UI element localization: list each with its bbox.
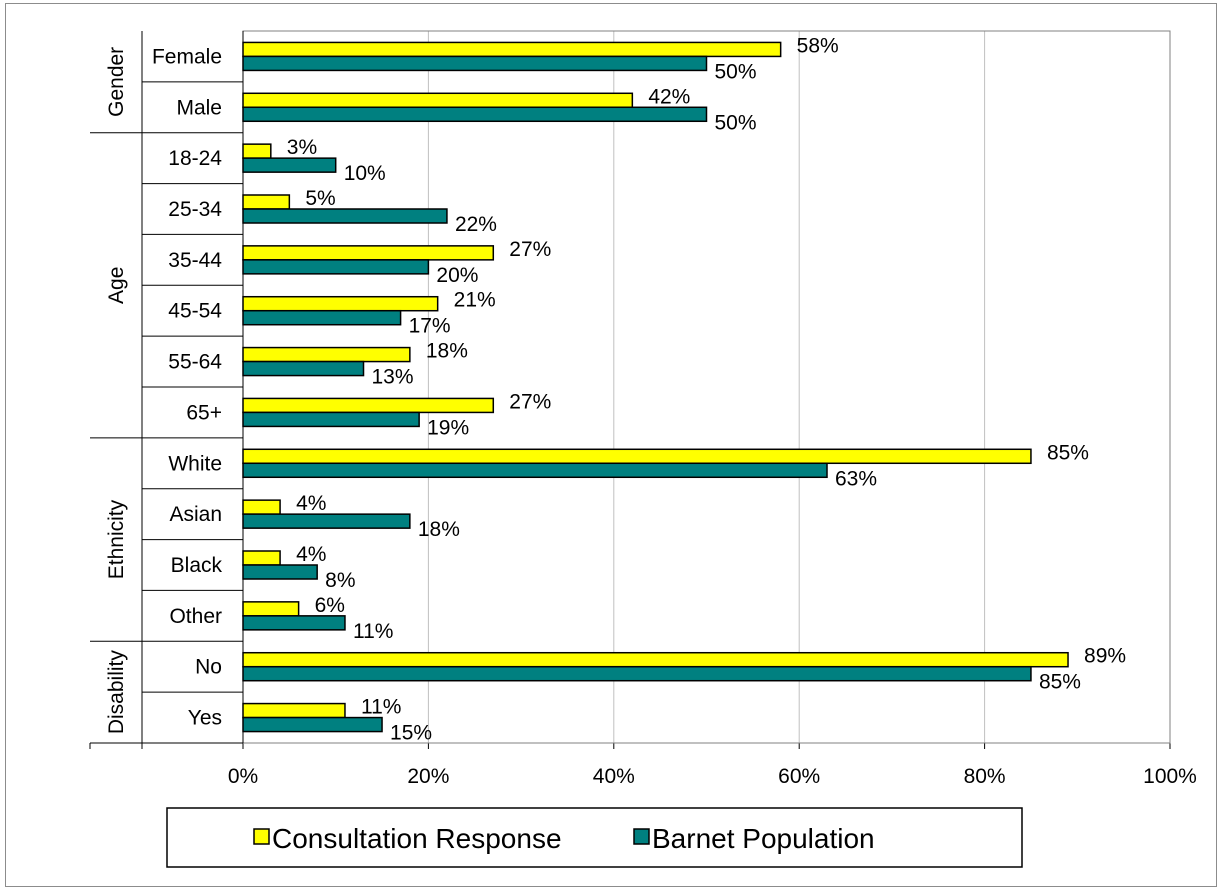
data-label-consultation: 42% [648,85,690,108]
data-label-consultation: 27% [509,238,551,261]
category-label: 25-34 [168,198,222,221]
category-label: 35-44 [168,249,222,272]
category-label: Male [176,96,222,119]
data-label-barnet: 50% [715,111,757,134]
category-label: Asian [169,503,222,526]
data-label-consultation: 4% [296,543,326,566]
data-label-consultation: 11% [361,696,401,719]
data-label-barnet: 8% [325,569,355,592]
category-label: 18-24 [168,147,222,170]
bar-barnet [243,209,447,223]
group-label: Disability [105,650,128,735]
legend-swatch-barnet [634,829,649,844]
data-label-consultation: 6% [315,594,345,617]
bar-consultation [243,195,289,209]
bar-barnet [243,158,336,172]
data-label-barnet: 11% [353,620,393,643]
bar-consultation [243,398,493,412]
category-label: 45-54 [168,300,222,323]
group-label: Ethnicity [105,499,128,579]
data-label-consultation: 18% [426,340,468,363]
data-label-consultation: 85% [1047,441,1089,464]
bar-barnet [243,718,382,732]
bar-barnet [243,463,827,477]
data-label-consultation: 58% [797,34,839,57]
bar-consultation [243,297,438,311]
data-label-consultation: 89% [1084,645,1126,668]
data-label-barnet: 15% [390,722,432,745]
bar-consultation [243,704,345,718]
data-label-consultation: 5% [305,187,335,210]
data-label-consultation: 27% [509,390,551,413]
bar-consultation [243,93,632,107]
x-tick-label: 0% [228,765,258,788]
bar-consultation [243,449,1031,463]
data-label-consultation: 3% [287,136,317,159]
bar-barnet [243,667,1031,681]
data-label-barnet: 18% [418,518,460,541]
group-label: Gender [105,47,128,117]
legend-label-barnet: Barnet Population [652,823,875,854]
bar-consultation [243,500,280,514]
legend-label-consultation: Consultation Response [272,823,562,854]
bar-consultation [243,42,781,56]
bar-consultation [243,653,1068,667]
category-label: Other [169,605,222,628]
data-label-consultation: 21% [454,289,496,312]
bar-barnet [243,362,364,376]
category-label: White [168,452,222,475]
category-label: 65+ [186,401,222,424]
x-tick-label: 80% [964,765,1006,788]
data-label-barnet: 20% [436,264,478,287]
x-tick-label: 100% [1143,765,1197,788]
bar-barnet [243,56,707,70]
data-label-barnet: 50% [715,60,757,83]
category-label: No [195,656,222,679]
bar-barnet [243,565,317,579]
bar-consultation [243,246,493,260]
category-label: 55-64 [168,351,222,374]
bar-barnet [243,260,428,274]
bar-barnet [243,514,410,528]
data-label-consultation: 4% [296,492,326,515]
bar-barnet [243,616,345,630]
data-label-barnet: 13% [372,366,414,389]
data-label-barnet: 85% [1039,671,1081,694]
bar-consultation [243,551,280,565]
bar-barnet [243,107,707,121]
bar-consultation [243,602,299,616]
bar-consultation [243,144,271,158]
bar-barnet [243,311,401,325]
legend-swatch-consultation [254,829,269,844]
group-label: Age [105,267,128,304]
x-tick-label: 40% [593,765,635,788]
category-label: Female [152,45,222,68]
category-label: Yes [188,707,222,730]
category-label: Black [171,554,223,577]
data-label-barnet: 22% [455,213,497,236]
data-label-barnet: 63% [835,467,877,490]
data-label-barnet: 19% [427,416,469,439]
bar-consultation [243,348,410,362]
bar-barnet [243,412,419,426]
data-label-barnet: 17% [409,315,451,338]
x-tick-label: 20% [407,765,449,788]
x-tick-label: 60% [778,765,820,788]
data-label-barnet: 10% [344,162,386,185]
